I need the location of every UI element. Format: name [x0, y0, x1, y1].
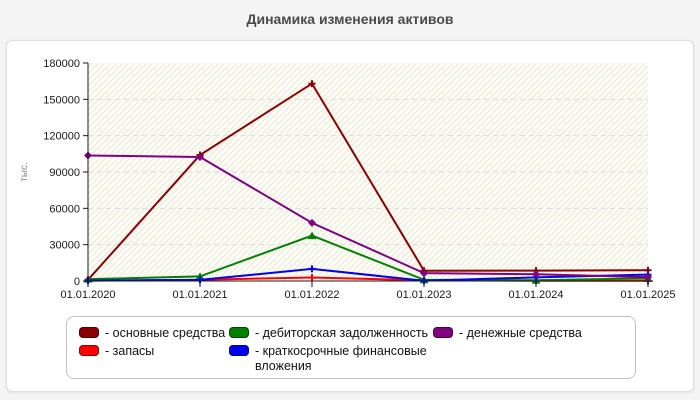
legend-swatch-icon: [229, 345, 249, 357]
legend-label-1: - запасы: [105, 344, 155, 359]
y-axis-label: тыс.: [19, 162, 30, 182]
series-4-marker-1: [196, 152, 204, 161]
svg-text:30000: 30000: [49, 240, 80, 252]
legend-item-2: - дебиторская задолженность: [229, 326, 433, 340]
svg-text:01.01.2020: 01.01.2020: [60, 289, 115, 301]
svg-text:01.01.2024: 01.01.2024: [508, 289, 563, 301]
series-line-0: [87, 82, 649, 281]
legend-item-4: - денежные средства: [433, 326, 582, 340]
legend-label-2: - дебиторская задолженность: [255, 326, 429, 340]
svg-text:120000: 120000: [43, 131, 80, 143]
series-line-2: [87, 234, 649, 282]
legend-label-4: - денежные средства: [459, 326, 582, 340]
svg-text:90000: 90000: [49, 167, 80, 179]
legend-swatch-icon: [79, 345, 99, 357]
chart-title: Динамика изменения активов: [246, 11, 454, 27]
series-4-marker-3: [420, 269, 428, 278]
legend-item-1: - запасы: [79, 344, 229, 358]
chart-canvas: 0 30000 60000 90000 120000 150000 180000 01.01.…: [19, 58, 676, 301]
y-tick-labels: 0 30000 60000 90000 120000 150000 180000: [43, 58, 80, 288]
legend-label-3: - краткосрочные финансовые вложения: [255, 344, 427, 373]
legend-swatch-icon: [229, 327, 249, 338]
legend-label-0: - основные средства: [105, 326, 226, 340]
series-4-marker-5: [644, 273, 652, 282]
series-4-marker-4: [532, 270, 540, 279]
gridlines: [88, 98, 648, 246]
legend-swatch-icon: [433, 327, 453, 338]
series-2-marker-2: [307, 231, 317, 240]
legend-column-0: - основные средства - запасы: [79, 326, 229, 378]
legend-item-3: - краткосрочные финансовые вложения: [229, 344, 433, 373]
svg-text:0: 0: [74, 276, 80, 288]
svg-text:150000: 150000: [43, 94, 80, 106]
svg-text:01.01.2025: 01.01.2025: [620, 289, 675, 301]
axis-ticks: [83, 62, 649, 287]
series-line-4: [87, 154, 649, 279]
legend-column-1: - дебиторская задолженность - краткосрочн…: [229, 326, 433, 378]
series-2-marker-1: [195, 272, 205, 280]
series-1-marker-2: [308, 273, 316, 281]
svg-text:01.01.2022: 01.01.2022: [284, 289, 339, 301]
svg-text:01.01.2021: 01.01.2021: [172, 289, 227, 301]
series-3-marker-2: [308, 265, 316, 273]
svg-text:60000: 60000: [49, 203, 80, 215]
series-4-marker-2: [308, 218, 316, 227]
legend-swatch-icon: [79, 327, 99, 338]
svg-text:01.01.2023: 01.01.2023: [396, 289, 451, 301]
series-line-3: [87, 267, 649, 282]
series-0-marker-2: [308, 80, 316, 88]
legend-column-2: - денежные средства: [433, 326, 582, 378]
legend-item-0: - основные средства: [79, 326, 229, 340]
legend: - основные средства - запасы - дебиторская…: [66, 316, 636, 379]
x-tick-labels: 01.01.2020 01.01.2021 01.01.2022 01.01.2023…: [60, 289, 675, 301]
svg-text:180000: 180000: [43, 58, 80, 70]
